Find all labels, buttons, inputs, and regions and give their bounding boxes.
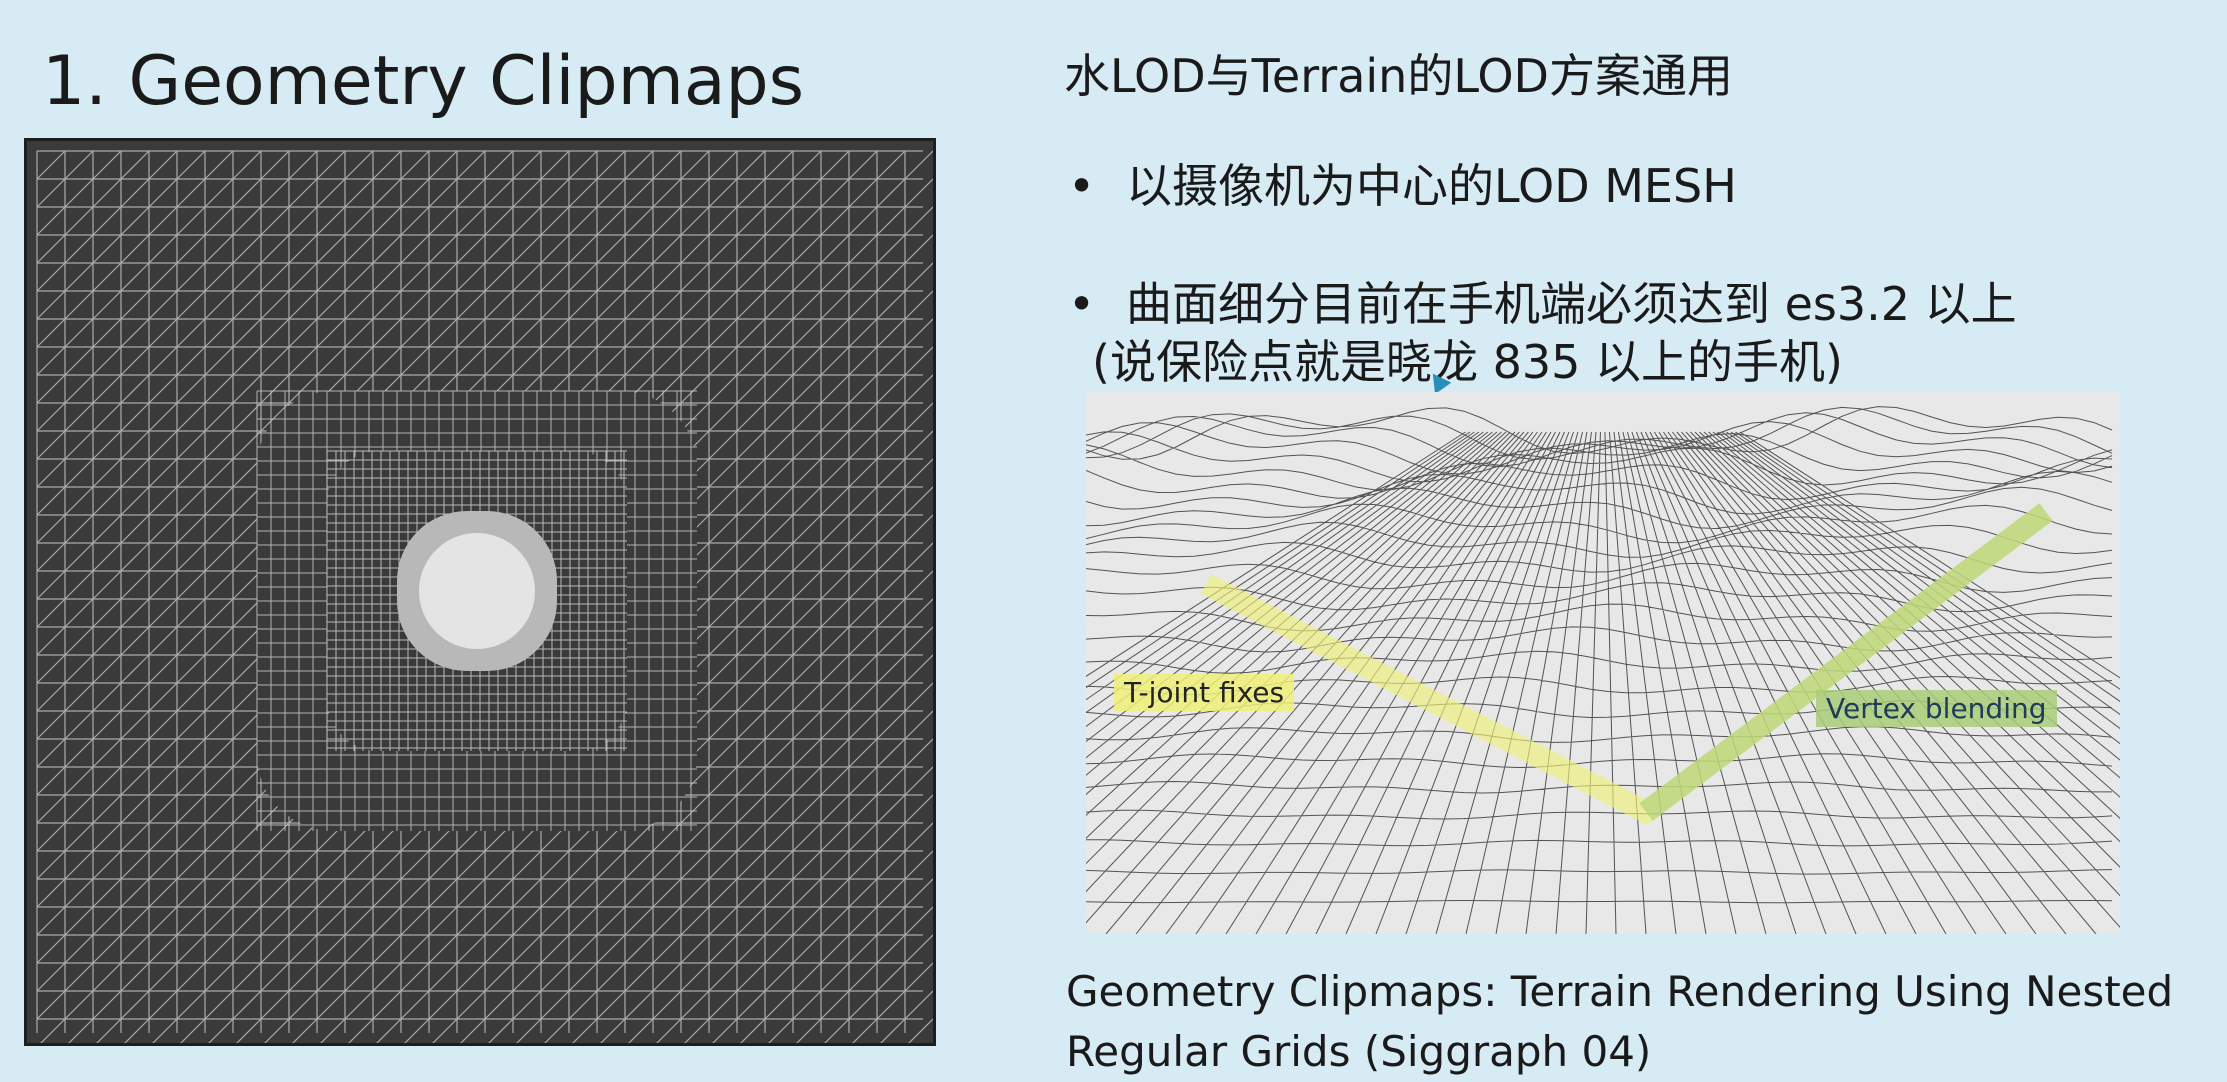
slide-title: 1. Geometry Clipmaps (42, 42, 805, 121)
tjoint-label: T-joint fixes (1114, 674, 1295, 711)
terrain-figure: T-joint fixes Vertex blending (1086, 392, 2120, 934)
section-heading: 水LOD与Terrain的LOD方案通用 (1064, 49, 1733, 103)
terrain-mesh-svg (1086, 406, 2120, 934)
bullet-marker: • (1068, 159, 1096, 213)
bullet-text-2-continuation: (说保险点就是晓龙 835 以上的手机) (1092, 335, 1843, 389)
figure-caption: Geometry Clipmaps: Terrain Rendering Usi… (1066, 962, 2216, 1082)
bullet-marker: • (1068, 277, 1096, 331)
bullet-item-2: • 曲面细分目前在手机端必须达到 es3.2 以上 (1068, 268, 2017, 334)
vertex-blending-label: Vertex blending (1816, 690, 2057, 727)
bullet-text-2: 曲面细分目前在手机端必须达到 es3.2 以上 (1126, 277, 2017, 331)
bullet-item-1: • 以摄像机为中心的LOD MESH (1068, 150, 1737, 216)
clipmap-grid-figure (24, 138, 936, 1046)
bullet-text-1: 以摄像机为中心的LOD MESH (1126, 159, 1737, 213)
caption-line-2: Regular Grids (Siggraph 04) (1066, 1027, 1652, 1076)
clipmap-grid-svg (36, 150, 933, 1043)
caption-line-1: Geometry Clipmaps: Terrain Rendering Usi… (1066, 967, 2174, 1016)
